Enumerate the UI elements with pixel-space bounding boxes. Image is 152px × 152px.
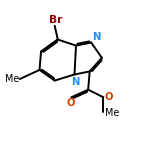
Text: N: N <box>92 32 100 42</box>
Text: Me: Me <box>105 108 119 118</box>
Text: Br: Br <box>49 15 62 25</box>
Text: Me: Me <box>5 74 19 84</box>
Text: N: N <box>71 77 79 87</box>
Text: O: O <box>104 92 113 102</box>
Text: O: O <box>66 98 75 108</box>
